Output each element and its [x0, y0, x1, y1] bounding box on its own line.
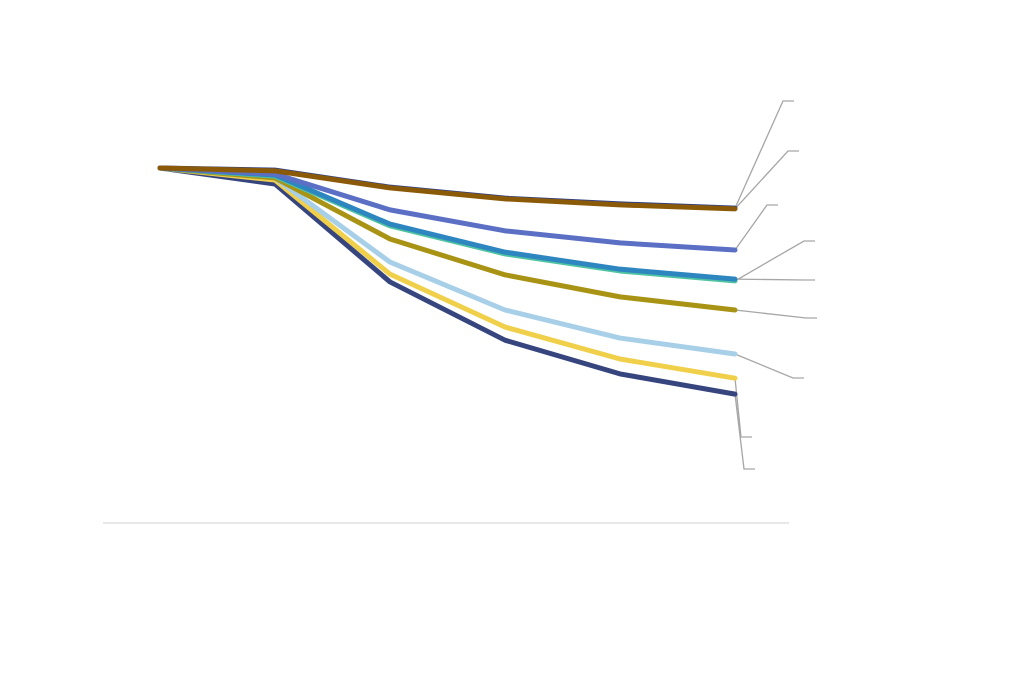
- data-label-leader-line: [734, 240, 815, 282]
- data-label-leader-line: [734, 100, 794, 209]
- data-label-leader-line: [734, 278, 815, 281]
- data-label-leader-line: [734, 150, 799, 210]
- series-line-3: [157, 165, 738, 253]
- data-label-leader-line: [734, 378, 752, 438]
- data-label-leader-line: [734, 353, 804, 379]
- series-line-4: [157, 165, 738, 284]
- data-label-leader-line: [734, 204, 778, 251]
- data-label-leader-line: [734, 309, 817, 319]
- series-line-7: [157, 165, 738, 357]
- series-line-2: [157, 165, 738, 212]
- data-label-leader-line: [734, 394, 755, 470]
- series-line-5: [157, 165, 738, 282]
- series-line-9: [157, 165, 738, 397]
